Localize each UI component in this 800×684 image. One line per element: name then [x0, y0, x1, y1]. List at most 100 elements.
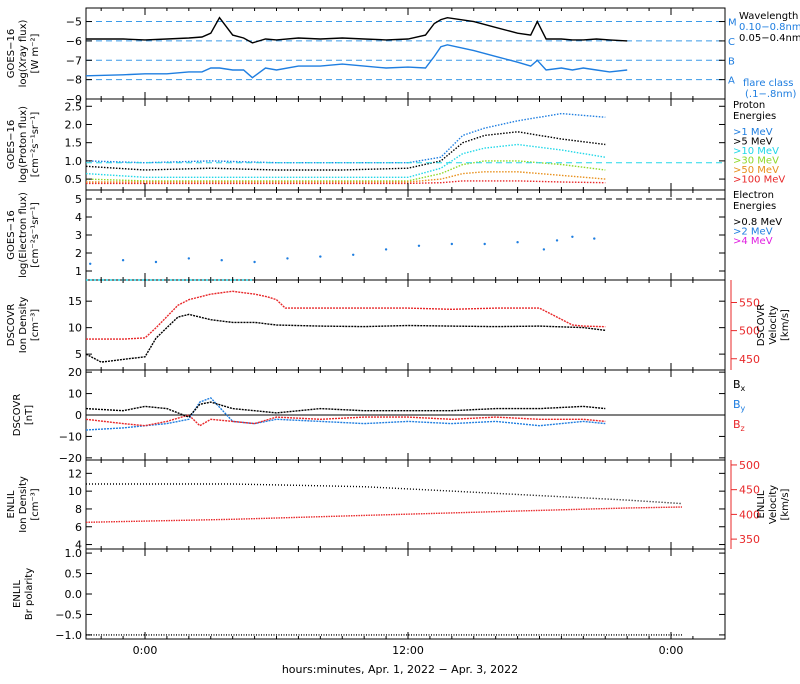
- y-axis-label-xray: [W m⁻²]: [30, 33, 41, 73]
- y-tick-label-dscovr_mag: −10: [59, 430, 82, 443]
- y-axis-label-enlil_density: ENLIL: [6, 490, 17, 518]
- y-tick-label-xray: −6: [66, 35, 82, 48]
- y-axis-label-dscovr_mag: [nT]: [24, 405, 35, 425]
- x-axis-label: hours:minutes, Apr. 1, 2022 − Apr. 3, 20…: [282, 663, 518, 676]
- series-electron-2mev: [483, 242, 486, 246]
- series-layer: [85, 16, 725, 636]
- y-axis-label-electron: [cm⁻²s⁻¹sr⁻¹]: [30, 202, 41, 268]
- series-mag: [85, 401, 606, 418]
- y-tick-label-enlil_density: 10: [68, 485, 82, 498]
- right-axis-label-dscovr_density: Velocity: [768, 305, 779, 344]
- right-tick-label-dscovr_density: 550: [739, 297, 760, 310]
- legend-electron-entry: >4 MeV: [733, 236, 773, 247]
- series-electron-2mev: [89, 262, 92, 265]
- y-axis-label-proton: GOES−16: [6, 120, 17, 169]
- y-tick-label-enlil_polarity: 0.0: [65, 588, 83, 601]
- flare-class-label: B: [728, 56, 735, 67]
- series-proton: [86, 180, 606, 185]
- y-tick-label-proton: 2.5: [65, 100, 83, 113]
- series-dscovr-velocity: [86, 290, 606, 340]
- y-tick-label-electron: 5: [75, 193, 82, 206]
- y-tick-label-dscovr_mag: −20: [59, 452, 82, 465]
- y-tick-label-electron: 1: [75, 265, 82, 278]
- y-tick-label-electron: 2: [75, 247, 82, 260]
- y-tick-label-xray: −8: [66, 74, 82, 87]
- legend-xray-long: 0.10−0.8nm: [739, 22, 800, 33]
- series-electron-2mev: [384, 248, 388, 251]
- legend-proton-title2: Energies: [733, 111, 776, 122]
- legend-mag-entry: Bx: [733, 378, 746, 393]
- y-tick-label-dscovr_density: 5: [75, 348, 82, 361]
- y-tick-label-enlil_polarity: −0.5: [55, 608, 82, 621]
- series-electron-2mev: [220, 259, 223, 262]
- right-axis-label-enlil_density: [km/s]: [780, 488, 791, 520]
- panel-frame-enlil_polarity: [85, 548, 726, 640]
- legend-electron-title2: Energies: [733, 201, 776, 212]
- right-tick-label-enlil_density: 350: [739, 533, 760, 546]
- series-proton: [85, 131, 606, 171]
- panel-frames: [85, 7, 726, 640]
- series-proton: [85, 112, 606, 164]
- series-xray-short: [86, 16, 628, 44]
- y-tick-label-enlil_density: 8: [75, 503, 82, 516]
- panel-frame-enlil_density: [85, 459, 726, 550]
- y-tick-label-dscovr_mag: 20: [68, 366, 82, 379]
- y-axis-label-electron: GOES−16: [6, 210, 17, 259]
- series-electron-2mev: [154, 260, 158, 264]
- legend-proton-entry: >100 MeV: [733, 175, 785, 186]
- right-axis-label-dscovr_density: [km/s]: [780, 309, 791, 341]
- legend-flare-class: flare class: [743, 78, 793, 89]
- flare-class-label: C: [728, 37, 735, 48]
- y-tick-label-enlil_density: 6: [75, 521, 82, 534]
- y-tick-label-xray: −5: [66, 16, 82, 29]
- series-proton: [85, 143, 606, 178]
- y-tick-label-enlil_density: 12: [68, 467, 82, 480]
- y-axis-label-dscovr_density: DSCOVR: [6, 304, 17, 347]
- y-tick-label-dscovr_mag: 10: [68, 388, 82, 401]
- legend-proton-entry: >30 MeV: [733, 156, 779, 167]
- series-xray-long: [85, 44, 628, 79]
- y-axis-label-dscovr_density: Ion Density: [18, 297, 29, 354]
- right-tick-label-enlil_density: 500: [739, 459, 760, 472]
- y-axis-label-enlil_density: [cm⁻³]: [30, 488, 41, 520]
- flare-class-label: M: [728, 18, 737, 29]
- series-mag: [85, 414, 606, 427]
- series-electron-2mev: [450, 242, 454, 246]
- panel-frame-proton: [85, 98, 726, 191]
- legend-proton-entry: >1 MeV: [733, 127, 773, 138]
- legend-electron-entry: >0.8 MeV: [733, 217, 782, 228]
- y-axis-label-xray: GOES−16: [6, 29, 17, 78]
- y-axis-label-proton: [cm⁻²s⁻¹sr⁻¹]: [30, 112, 41, 178]
- series-electron-2mev: [352, 253, 355, 256]
- flare-class-label: A: [728, 76, 735, 87]
- series-dscovr-density: [85, 313, 606, 363]
- y-axis-label-enlil_polarity: Br polarity: [24, 568, 35, 620]
- series-electron-2mev: [542, 248, 546, 251]
- right-axis-label-enlil_density: ENLIL: [756, 490, 767, 518]
- y-tick-label-enlil_polarity: 1.0: [65, 547, 83, 560]
- y-tick-label-electron: 4: [75, 211, 82, 224]
- legend-mag-entry: Bz: [733, 418, 745, 433]
- y-tick-label-dscovr_density: 15: [68, 295, 82, 308]
- legend-mag-entry: By: [733, 398, 746, 413]
- series-proton: [85, 160, 606, 182]
- y-tick-label-electron: 3: [75, 229, 82, 242]
- y-tick-label-xray: −7: [66, 54, 82, 67]
- series-enlil-velocity: [85, 506, 683, 523]
- y-tick-label-proton: 0.5: [65, 173, 83, 186]
- series-electron-2mev: [187, 257, 191, 260]
- legend-proton-entry: >50 MeV: [733, 165, 779, 176]
- right-tick-label-enlil_density: 450: [739, 484, 760, 497]
- y-axis-label-dscovr_mag: DSCOVR: [12, 394, 23, 437]
- series-electron-2mev: [516, 241, 519, 244]
- legend-xray-short: 0.05−0.4nm: [739, 33, 800, 44]
- series-electron-2mev: [593, 237, 596, 240]
- y-axis-label-xray: log(Xray flux): [18, 20, 29, 88]
- right-tick-label-dscovr_density: 450: [739, 353, 760, 366]
- axes-layer: [86, 8, 737, 639]
- y-tick-label-xray: −9: [66, 93, 82, 106]
- y-axis-label-enlil_density: Ion Density: [18, 476, 29, 533]
